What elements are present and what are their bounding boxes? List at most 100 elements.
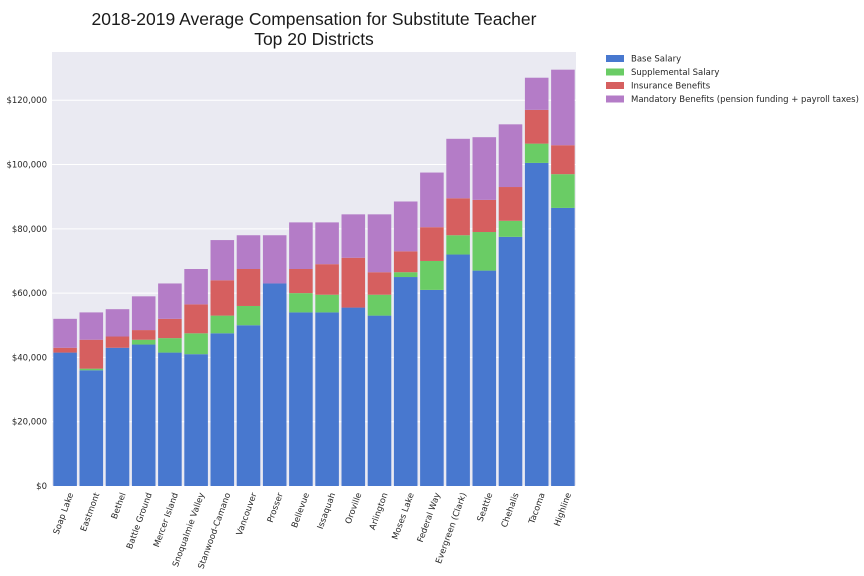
bar-segment (131, 344, 156, 486)
x-tick-label: Oroville (344, 492, 365, 526)
bar-segment (236, 269, 261, 306)
bar-segment (289, 312, 313, 486)
bar-segment (551, 69, 575, 146)
bar-segment (184, 354, 208, 486)
bar-segment (524, 109, 549, 144)
x-tick-label: Prosser (266, 491, 286, 524)
bar-segment (131, 296, 156, 331)
y-tick-label: $100,000 (6, 161, 47, 171)
plot-background (52, 52, 576, 486)
bar-segment (210, 315, 235, 334)
bar-segment (315, 294, 339, 313)
bar-segment (367, 214, 392, 273)
x-tick-label: Chehalis (500, 491, 522, 529)
bar-segment (446, 235, 470, 255)
y-tick-label: $60,000 (12, 289, 47, 299)
bar-segment (524, 162, 549, 486)
x-tick-label: Mercer Island (152, 492, 181, 549)
x-tick-label: Battle Ground (125, 492, 155, 551)
bar-segment (315, 312, 339, 486)
bar-segment (498, 220, 523, 237)
legend-label: Supplemental Salary (631, 68, 719, 78)
legend-swatch (606, 82, 624, 89)
bar-segment (53, 352, 77, 486)
bar-segment (210, 240, 235, 281)
bar-segment (158, 338, 182, 353)
bar-segment (262, 235, 287, 284)
bar-segment (367, 272, 392, 295)
bar-segment (420, 260, 444, 290)
bar-segment (524, 143, 549, 163)
legend-label: Base Salary (631, 55, 681, 65)
bar-segment (236, 235, 261, 269)
bar-segment (472, 270, 497, 486)
bar-segment (420, 227, 444, 261)
bar-segment (472, 232, 497, 271)
legend-label: Mandatory Benefits (pension funding + pa… (631, 95, 859, 105)
bar-segment (158, 283, 182, 319)
bar-segment (367, 294, 392, 316)
legend-swatch (606, 95, 624, 103)
legend-swatch (606, 55, 624, 62)
bar-segment (53, 318, 77, 348)
y-tick-label: $40,000 (12, 353, 47, 363)
x-tick-label: Issaquah (316, 492, 338, 531)
chart-title-line: Top 20 Districts (254, 29, 374, 49)
bar-segment (446, 138, 470, 199)
bar-segment (551, 145, 575, 175)
y-tick-label: $0 (36, 482, 47, 492)
y-tick-label: $120,000 (6, 96, 47, 106)
bar-segment (524, 77, 549, 110)
bar-segment (367, 315, 392, 486)
bar-segment (289, 293, 313, 313)
bar-segment (420, 172, 444, 228)
bar-segment (393, 272, 418, 278)
bar-segment (472, 137, 497, 200)
bar-segment (210, 280, 235, 316)
bar-segment (393, 201, 418, 252)
bar-segment (315, 222, 339, 265)
bar-segment (184, 333, 208, 355)
bar-segment (446, 198, 470, 236)
x-tick-label: Highline (553, 492, 574, 528)
bar-segment (105, 309, 130, 337)
x-tick-label: Soap Lake (52, 492, 76, 536)
bar-segment (79, 368, 104, 371)
bar-segment (498, 124, 523, 188)
bar-segment (262, 283, 287, 486)
legend: Base Salary Supplemental Salary Insurance … (606, 55, 859, 105)
legend-swatch (606, 68, 624, 76)
bar-segment (341, 214, 366, 258)
bar-segment (472, 199, 497, 233)
bar-segment (315, 264, 339, 295)
bar-segment (446, 254, 470, 486)
legend-label: Insurance Benefits (631, 82, 711, 92)
chart-title: 2018-2019 Average Compensation for Subst… (92, 9, 537, 49)
bar-segment (79, 370, 104, 486)
y-axis: $0 $20,000 $40,000 $60,000 $80,000 $100,000 $1… (6, 96, 47, 492)
y-tick-label: $80,000 (12, 225, 47, 235)
bar-segment (184, 269, 208, 305)
x-tick-label: Seattle (476, 492, 496, 524)
bar-segment (158, 318, 182, 339)
bar-segment (341, 257, 366, 308)
x-tick-label: Arlington (368, 492, 391, 532)
bar-segment (131, 339, 156, 345)
x-tick-label: Tacoma (527, 492, 548, 527)
bar-segment (210, 333, 235, 486)
bar-segment (289, 269, 313, 294)
bar-segment (393, 277, 418, 486)
bar-segment (420, 289, 444, 486)
x-tick-label: Bellevue (290, 492, 312, 530)
x-tick-label: Eastmont (79, 491, 102, 533)
bar-segment (105, 336, 130, 348)
bar-segment (393, 251, 418, 273)
bar-segment (105, 347, 130, 486)
bar-segment (184, 304, 208, 334)
x-tick-label: Federal Way (416, 492, 443, 544)
bar-segment (498, 236, 523, 486)
bar-segment (131, 330, 156, 340)
chart-title-line: 2018-2019 Average Compensation for Subst… (92, 9, 537, 29)
